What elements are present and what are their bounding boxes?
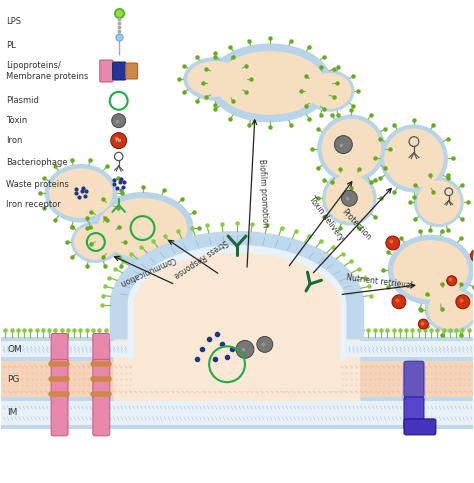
FancyBboxPatch shape: [100, 60, 113, 82]
Text: Stress Response: Stress Response: [172, 237, 229, 279]
Circle shape: [419, 319, 428, 329]
FancyBboxPatch shape: [126, 63, 137, 79]
Circle shape: [447, 276, 457, 286]
Text: PL: PL: [6, 41, 16, 50]
Ellipse shape: [183, 57, 247, 101]
Ellipse shape: [425, 286, 474, 333]
Text: Toxin: Toxin: [6, 116, 27, 125]
Text: IM: IM: [8, 409, 18, 417]
FancyBboxPatch shape: [404, 419, 436, 435]
Bar: [1, 338, 473, 361]
Circle shape: [402, 367, 426, 391]
FancyBboxPatch shape: [113, 62, 126, 80]
Circle shape: [402, 375, 426, 399]
Bar: [1, 397, 473, 429]
Ellipse shape: [208, 43, 332, 122]
Ellipse shape: [91, 192, 193, 264]
Circle shape: [335, 136, 352, 154]
Circle shape: [386, 236, 400, 250]
FancyBboxPatch shape: [93, 393, 110, 436]
Ellipse shape: [388, 235, 474, 305]
Circle shape: [341, 190, 357, 206]
Text: Nutrient retrieval: Nutrient retrieval: [346, 273, 413, 290]
Polygon shape: [128, 245, 346, 359]
Circle shape: [112, 114, 126, 128]
FancyBboxPatch shape: [51, 393, 68, 436]
Circle shape: [236, 341, 254, 358]
Text: Bacteriophage: Bacteriophage: [6, 158, 68, 167]
Circle shape: [392, 295, 406, 309]
Text: Communication: Communication: [118, 254, 176, 288]
Ellipse shape: [45, 164, 117, 223]
Ellipse shape: [317, 114, 385, 183]
Ellipse shape: [380, 125, 448, 193]
Circle shape: [402, 383, 426, 407]
Text: OM: OM: [8, 345, 22, 354]
Text: Protection: Protection: [339, 208, 373, 242]
Ellipse shape: [98, 198, 187, 258]
Text: LPS: LPS: [6, 17, 21, 26]
FancyBboxPatch shape: [404, 397, 424, 429]
Bar: [1, 341, 473, 357]
Ellipse shape: [74, 224, 118, 260]
Ellipse shape: [187, 61, 243, 97]
Text: Biofilm promotion: Biofilm promotion: [257, 158, 270, 227]
Ellipse shape: [326, 174, 373, 222]
Bar: [1, 361, 473, 397]
Polygon shape: [114, 237, 360, 421]
Text: Plasmid: Plasmid: [6, 96, 39, 105]
Ellipse shape: [393, 240, 469, 299]
Ellipse shape: [308, 73, 351, 109]
FancyBboxPatch shape: [93, 333, 110, 365]
Text: Membrane proteins: Membrane proteins: [6, 72, 89, 82]
Ellipse shape: [215, 51, 325, 115]
Text: PG: PG: [8, 375, 20, 384]
Ellipse shape: [414, 177, 464, 227]
Ellipse shape: [428, 290, 474, 329]
Circle shape: [402, 359, 426, 383]
Ellipse shape: [321, 119, 381, 178]
Polygon shape: [110, 231, 364, 340]
Text: Waste proteins: Waste proteins: [6, 180, 69, 189]
Ellipse shape: [384, 128, 444, 188]
Text: Iron receptor: Iron receptor: [6, 199, 61, 209]
Ellipse shape: [71, 221, 121, 263]
Circle shape: [111, 133, 127, 149]
Ellipse shape: [49, 169, 113, 218]
FancyBboxPatch shape: [404, 361, 424, 397]
FancyBboxPatch shape: [93, 359, 110, 399]
Text: Lipoproteins/: Lipoproteins/: [6, 60, 61, 70]
Text: Toxin delivery: Toxin delivery: [307, 195, 346, 242]
Ellipse shape: [322, 171, 376, 226]
Text: Fe: Fe: [116, 138, 122, 143]
Circle shape: [456, 295, 470, 309]
FancyBboxPatch shape: [51, 333, 68, 365]
Polygon shape: [134, 253, 340, 391]
Ellipse shape: [417, 180, 461, 224]
FancyBboxPatch shape: [51, 359, 68, 399]
Polygon shape: [127, 249, 347, 342]
Text: Iron: Iron: [6, 136, 23, 145]
Bar: [1, 401, 473, 425]
Circle shape: [471, 249, 474, 263]
Ellipse shape: [304, 70, 355, 112]
Circle shape: [257, 337, 273, 352]
